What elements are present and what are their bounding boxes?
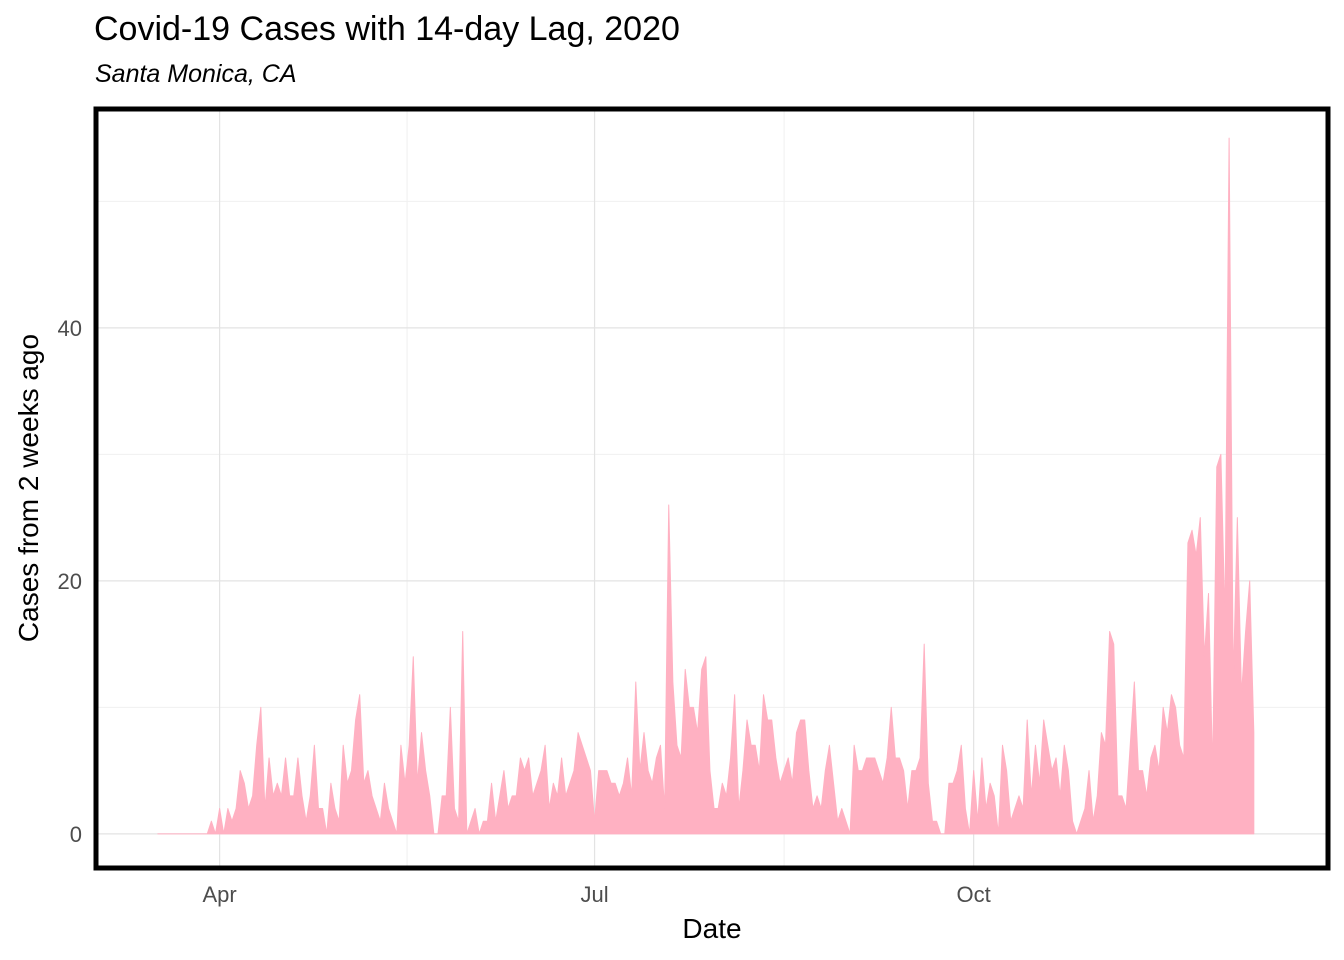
y-tick-label: 0 xyxy=(70,822,82,847)
y-axis-ticks: 0 20 40 xyxy=(58,316,82,847)
chart-title: Covid-19 Cases with 14-day Lag, 2020 xyxy=(94,10,680,48)
major-gridlines xyxy=(96,109,1328,868)
cases-area xyxy=(157,137,1255,835)
x-tick-label: Jul xyxy=(581,882,609,907)
y-tick-label: 40 xyxy=(58,316,82,341)
x-axis-title: Date xyxy=(682,913,741,944)
minor-gridlines xyxy=(96,109,1328,868)
y-tick-label: 20 xyxy=(58,569,82,594)
x-axis-ticks: Apr Jul Oct xyxy=(202,882,990,907)
panel-border xyxy=(93,106,1331,871)
y-axis-title: Cases from 2 weeks ago xyxy=(13,334,44,642)
x-tick-label: Oct xyxy=(957,882,991,907)
x-tick-label: Apr xyxy=(202,882,236,907)
chart-subtitle: Santa Monica, CA xyxy=(95,60,297,88)
